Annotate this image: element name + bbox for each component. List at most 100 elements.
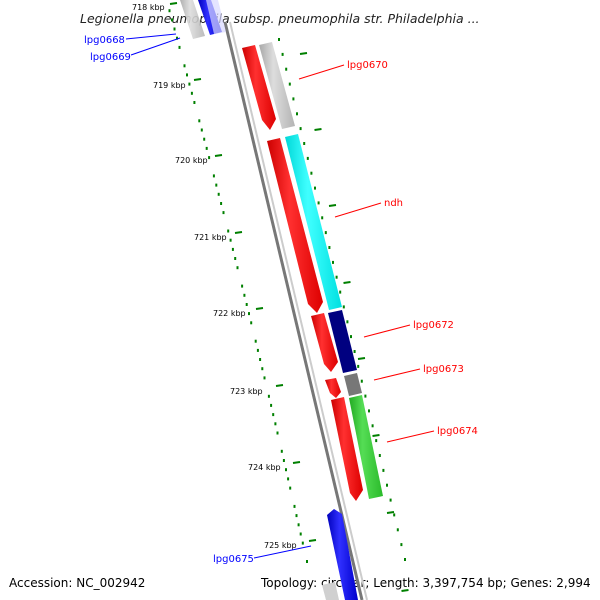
scale-dot [183,64,186,68]
gene-lpg0673-forward[interactable] [325,378,341,398]
gene-label-ndh[interactable]: ndh [384,198,403,209]
scale-dot [200,128,203,132]
scale-dot [186,73,188,77]
outer-scale-dot [404,558,406,561]
tick-label: 723 kbp [230,387,263,396]
outer-major-tick [314,128,322,131]
label-leader-line [130,37,181,56]
scale-dot [289,486,292,490]
outer-scale-dot [303,142,306,145]
scale-dot [168,9,171,13]
scale-dot [280,449,283,453]
scale-dot [282,459,285,462]
gene-lpg0672-forward[interactable] [311,313,338,372]
gene-label-lpg0668[interactable]: lpg0668 [84,35,125,46]
scale-dot [215,183,218,187]
scale-dot [198,119,201,123]
outer-scale-dot [314,186,316,190]
outer-scale-dot [299,127,302,131]
outer-major-tick [299,52,308,55]
gene-lpg0674-forward[interactable] [331,397,363,501]
scale-dot [293,504,296,508]
label-leader-line [363,324,411,338]
outer-scale-dot [346,320,349,324]
scale-dot [231,247,234,251]
label-leader-line [334,202,382,218]
major-tick [255,307,264,310]
scale-dot [236,266,239,270]
sequence-backbone [223,21,364,600]
scale-dot [220,202,223,205]
scale-dot [178,45,181,49]
gene-ndh-forward[interactable] [267,138,323,313]
gene-label-lpg0670[interactable]: lpg0670 [347,60,388,71]
scale-dot [259,358,262,361]
cog-ndh [285,134,342,310]
cog-lpg0673 [344,373,362,396]
scale-dot [243,293,246,297]
outer-major-tick [328,204,337,207]
label-leader-line [373,368,421,381]
scale-dot [285,468,287,472]
outer-scale-dot [378,454,381,457]
scale-dot [208,156,211,160]
gene-lpg0670-forward[interactable] [242,45,276,130]
major-tick [193,78,202,81]
outer-scale-dot [396,528,399,532]
sequence-backbone-shadow [229,21,368,600]
major-tick [234,231,243,234]
tick-label: 724 kbp [248,463,281,472]
outer-scale-dot [364,394,367,398]
scale-dot [205,146,208,150]
gene-label-lpg0672[interactable]: lpg0672 [413,320,454,331]
scale-dot [203,137,206,141]
scale-dot [241,284,244,288]
scale-dot [256,348,259,352]
gene-lpg0675-reverse[interactable] [327,509,358,600]
outer-scale-dot [371,424,374,428]
label-leader-line [386,430,435,443]
outer-scale-dot [357,364,360,368]
label-leader-line [125,33,177,40]
scale-dot [299,532,302,536]
tick-label: 722 kbp [213,309,246,318]
scale-dot [254,339,257,343]
label-leader-line [298,64,345,80]
scale-dot [212,174,215,178]
tick-label: 718 kbp [132,3,165,12]
gene-label-lpg0675[interactable]: lpg0675 [213,554,254,565]
outer-scale-dot [400,543,403,547]
scale-dot [171,18,173,22]
label-leader-line [253,545,312,559]
gene-label-lpg0673[interactable]: lpg0673 [423,364,464,375]
outer-scale-dot [339,290,342,294]
major-tick [275,384,284,387]
major-tick [308,539,317,542]
scale-dot [245,303,248,306]
scale-dot [274,422,277,426]
tick-label: 719 kbp [153,81,186,90]
gene-lpg0668-reverse[interactable] [180,0,205,39]
major-tick [292,461,301,464]
gene-label-lpg0669[interactable]: lpg0669 [90,52,131,63]
outer-scale-dot [321,216,324,220]
outer-scale-dot [288,82,291,86]
scale-dot [222,211,225,215]
scale-dot [193,101,196,104]
outer-major-tick [357,357,366,360]
map-title: Legionella pneumophila subsp. pneumophil… [80,11,480,26]
cog-lpg0670 [259,42,295,129]
outer-scale-dot [342,305,345,309]
gene-label-lpg0674[interactable]: lpg0674 [437,426,478,437]
tick-label: 721 kbp [194,233,227,242]
outer-scale-dot [368,409,370,413]
outer-scale-dot [306,156,309,160]
scale-dot [227,229,230,233]
outer-scale-dot [281,52,284,56]
outer-scale-dot [317,201,320,205]
outer-scale-dot [353,350,356,353]
scale-dot [190,91,193,95]
outer-scale-dot [389,498,392,502]
scale-dot [276,431,279,435]
outer-scale-dot [278,38,280,41]
